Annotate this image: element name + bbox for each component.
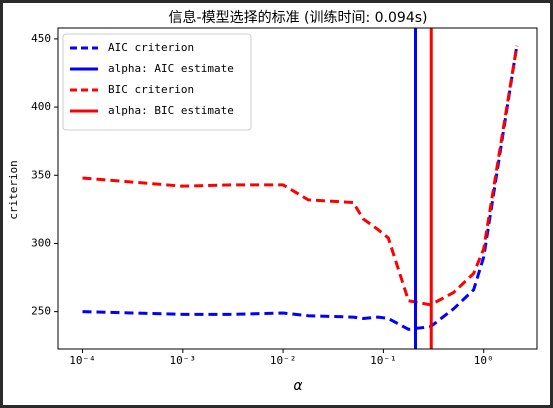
x-tick-label: 10⁻⁴: [69, 354, 96, 367]
y-tick-label: 250: [31, 305, 51, 318]
legend-label: AIC criterion: [108, 41, 194, 54]
legend-label: BIC criterion: [108, 83, 194, 96]
y-axis-label: criterion: [7, 160, 20, 220]
y-tick-label: 400: [31, 100, 51, 113]
line-series: [82, 45, 519, 331]
plot-frame: [57, 27, 538, 350]
legend-box: [62, 33, 252, 131]
x-tick-label: 10⁻³: [170, 354, 197, 367]
y-tick-label: 350: [31, 168, 51, 181]
y-tick-label: 450: [31, 32, 51, 45]
x-tick-label: 10⁰: [474, 354, 494, 367]
y-tick-label: 300: [31, 236, 51, 249]
x-tick-label: 10⁻¹: [370, 354, 397, 367]
x-tick-label: 10⁻²: [270, 354, 297, 367]
x-axis-label: α: [293, 378, 303, 394]
chart-title: 信息-模型选择的标准 (训练时间: 0.094s): [169, 9, 428, 26]
line-series: [82, 45, 519, 307]
legend-label: alpha: AIC estimate: [108, 62, 234, 75]
legend-label: alpha: BIC estimate: [108, 104, 234, 117]
